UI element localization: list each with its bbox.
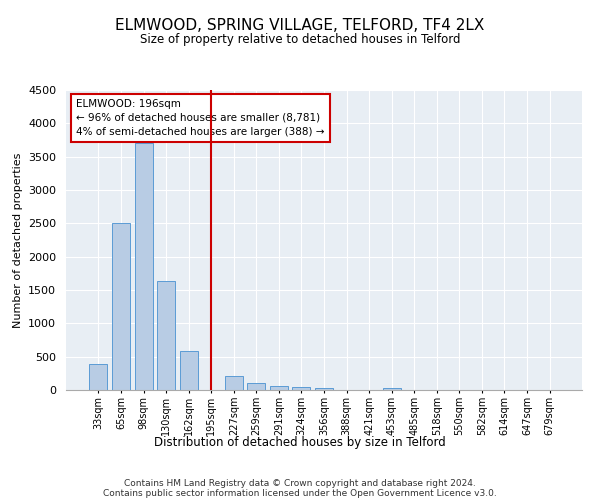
Text: Distribution of detached houses by size in Telford: Distribution of detached houses by size …	[154, 436, 446, 449]
Bar	[292, 386, 310, 390]
Text: Contains HM Land Registry data © Crown copyright and database right 2024.: Contains HM Land Registry data © Crown c…	[124, 478, 476, 488]
Bar	[270, 386, 288, 390]
Y-axis label: Number of detached properties: Number of detached properties	[13, 152, 23, 328]
Bar	[383, 388, 401, 390]
Text: Size of property relative to detached houses in Telford: Size of property relative to detached ho…	[140, 32, 460, 46]
Bar	[89, 364, 107, 390]
Bar	[315, 388, 333, 390]
Text: ELMWOOD: 196sqm
← 96% of detached houses are smaller (8,781)
4% of semi-detached: ELMWOOD: 196sqm ← 96% of detached houses…	[76, 99, 325, 137]
Text: ELMWOOD, SPRING VILLAGE, TELFORD, TF4 2LX: ELMWOOD, SPRING VILLAGE, TELFORD, TF4 2L…	[115, 18, 485, 32]
Bar	[134, 144, 152, 390]
Text: Contains public sector information licensed under the Open Government Licence v3: Contains public sector information licen…	[103, 488, 497, 498]
Bar	[179, 352, 198, 390]
Bar	[112, 224, 130, 390]
Bar	[157, 282, 175, 390]
Bar	[225, 376, 243, 390]
Bar	[247, 382, 265, 390]
